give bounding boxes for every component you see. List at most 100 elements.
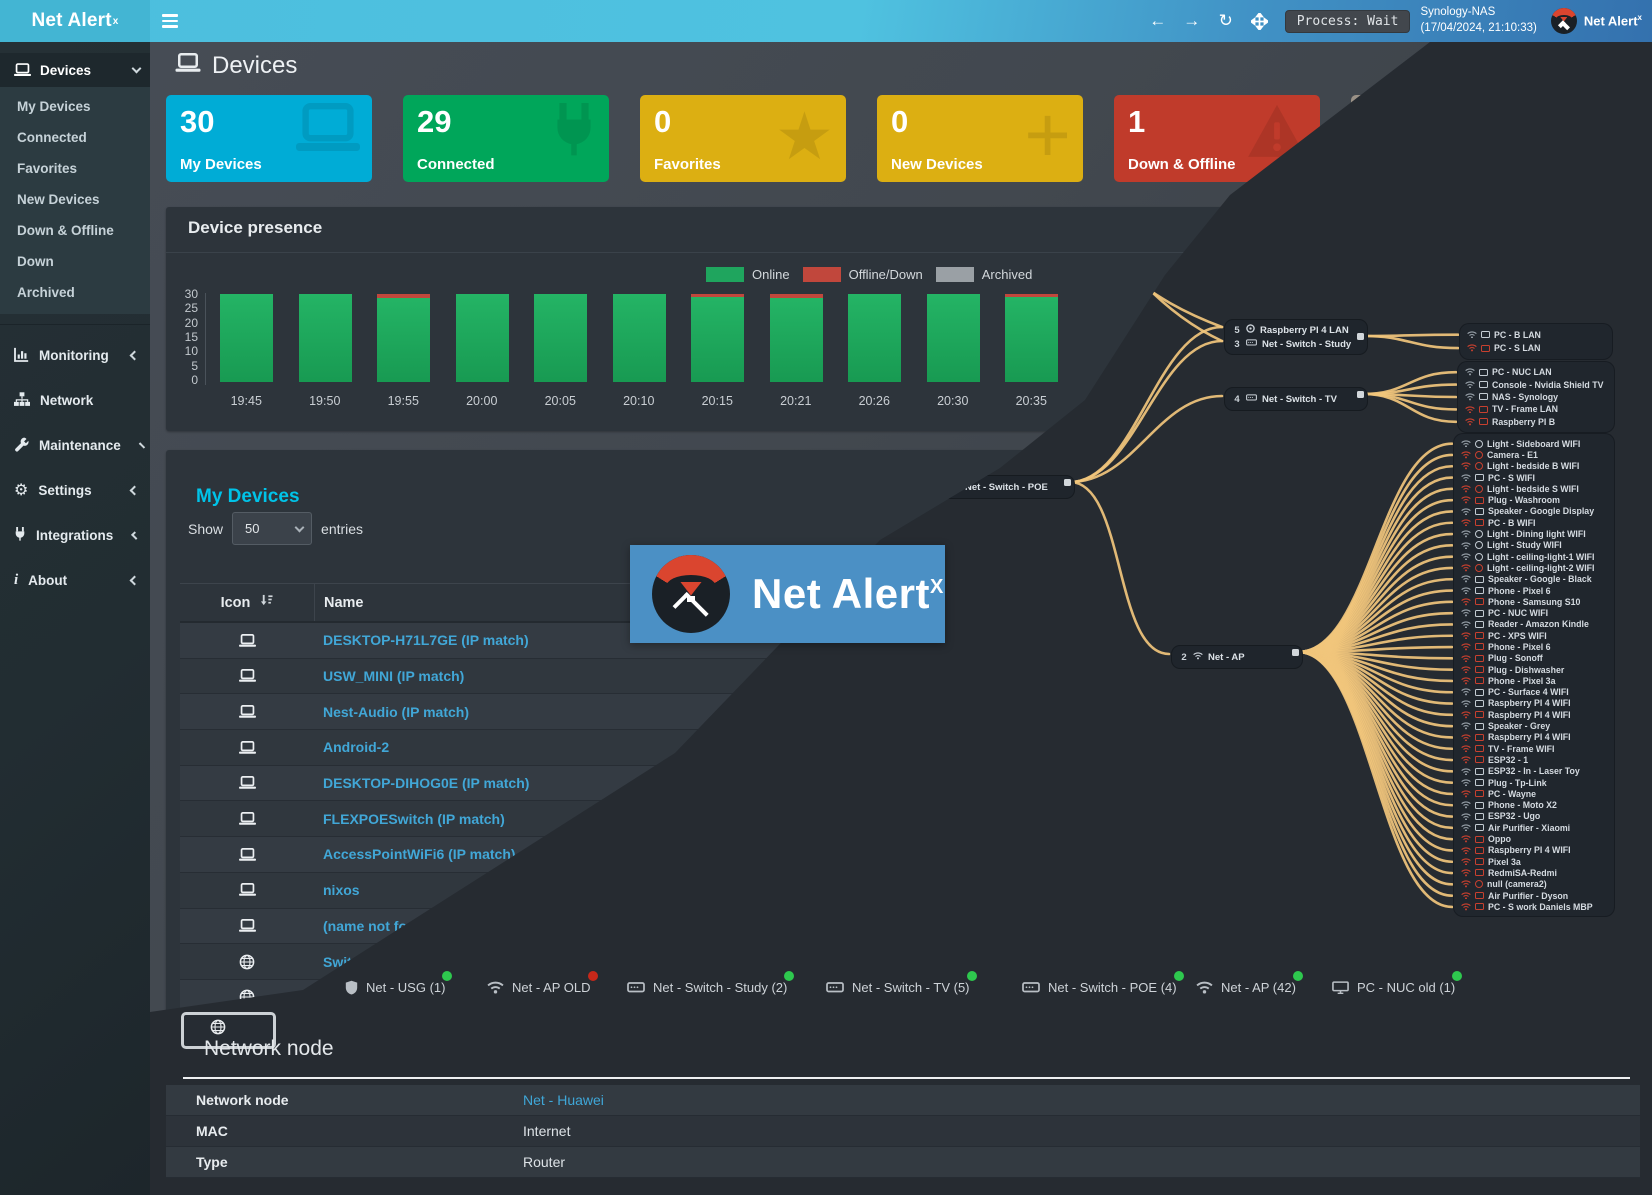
sort-icon[interactable] — [260, 594, 273, 611]
sidebar-item-my-devices[interactable]: My Devices — [17, 99, 91, 114]
hub-node-net-switch-study[interactable]: 5 Raspberry PI 4 LAN 3 Net - Switch - Study — [1225, 320, 1367, 354]
sidebar-item-new-devices[interactable]: New Devices — [17, 192, 100, 207]
device-node-esp32-in-laser-toy[interactable]: ESP32 - In - Laser Toy — [1461, 766, 1607, 777]
sidebar-item-about[interactable]: i About — [0, 558, 150, 603]
device-name-link[interactable]: nixos — [323, 882, 360, 899]
stat-tile-favorites[interactable]: 0 Favorites ★ — [640, 95, 846, 182]
entries-select[interactable]: 50 — [232, 512, 313, 545]
device-node-light-study-wifi[interactable]: Light - Study WIFI — [1461, 540, 1607, 551]
node-tab-net-switch-study-2[interactable]: Net - Switch - Study (2) — [627, 971, 795, 995]
presence-bar[interactable] — [220, 294, 273, 382]
device-node-esp32-ugo[interactable]: ESP32 - Ugo — [1461, 811, 1607, 822]
device-node-pc-nuc-wifi[interactable]: PC - NUC WIFI — [1461, 607, 1607, 618]
device-node-pixel-3a[interactable]: Pixel 3a — [1461, 856, 1607, 867]
user-menu[interactable]: Net Alertx — [1550, 8, 1642, 34]
move-icon[interactable] — [1243, 0, 1277, 42]
sidebar-item-maintenance[interactable]: Maintenance — [0, 423, 150, 468]
device-node-pc-s-work-daniels-mbp[interactable]: PC - S work Daniels MBP — [1461, 901, 1607, 912]
device-node-nas-synology[interactable]: NAS - Synology — [1465, 391, 1607, 403]
sidebar-item-connected[interactable]: Connected — [17, 130, 87, 145]
node-tab-net-switch-poe-4[interactable]: Net - Switch - POE (4) — [1022, 971, 1184, 995]
device-node-console-nvidia-shield-tv[interactable]: Console - Nvidia Shield TV — [1465, 378, 1607, 390]
device-node-air-purifier-dyson[interactable]: Air Purifier - Dyson — [1461, 890, 1607, 901]
forward-arrow-icon[interactable]: → — [1183, 11, 1201, 30]
stat-tile-new-devices[interactable]: 0 New Devices + — [877, 95, 1083, 182]
device-node-speaker-google-display[interactable]: Speaker - Google Display — [1461, 506, 1607, 517]
root-node-box[interactable] — [181, 1012, 276, 1049]
device-node-pc-surface-4-wifi[interactable]: PC - Surface 4 WIFI — [1461, 687, 1607, 698]
sidebar-item-archived[interactable]: Archived — [17, 285, 75, 300]
back-arrow-icon[interactable]: ← — [1149, 11, 1167, 30]
presence-bar[interactable] — [455, 294, 509, 382]
hamburger-icon[interactable] — [150, 0, 190, 42]
device-node-tv-frame-lan[interactable]: TV - Frame LAN — [1465, 403, 1607, 415]
device-name-link[interactable]: DESKTOP-DIHOG0E (IP match) — [323, 775, 530, 792]
device-node-pc-wayne[interactable]: PC - Wayne — [1461, 788, 1607, 799]
presence-bar[interactable] — [377, 294, 430, 382]
device-name-link[interactable]: FLEXPOESwitch (IP match) — [323, 810, 505, 827]
sidebar-item-settings[interactable]: ⚙ Settings — [0, 468, 150, 513]
device-node-reader-amazon-kindle[interactable]: Reader - Amazon Kindle — [1461, 619, 1607, 630]
device-node-oppo[interactable]: Oppo — [1461, 833, 1607, 844]
device-node-light-bedside-b-wifi[interactable]: Light - bedside B WIFI — [1461, 461, 1607, 472]
device-node-phone-pixel-6[interactable]: Phone - Pixel 6 — [1461, 641, 1607, 652]
node-tab-pc-nuc-old-1[interactable]: PC - NUC old (1) — [1332, 971, 1463, 995]
device-node-light-ceiling-light-2-wifi[interactable]: Light - ceiling-light-2 WIFI — [1461, 562, 1607, 573]
device-node-plug-sonoff[interactable]: Plug - Sonoff — [1461, 653, 1607, 664]
sidebar-item-devices[interactable]: Devices — [0, 53, 150, 87]
device-node-raspberry-pi-4-wifi[interactable]: Raspberry PI 4 WIFI — [1461, 698, 1607, 709]
brand-logo[interactable]: Net Alert x — [0, 0, 150, 42]
sidebar-item-down[interactable]: Down — [17, 254, 54, 269]
node-tab-net-usg-1[interactable]: Net - USG (1) — [345, 971, 453, 995]
device-node-speaker-google-black[interactable]: Speaker - Google - Black — [1461, 574, 1607, 585]
device-name-link[interactable]: Android-2 — [323, 739, 390, 756]
device-node-pc-nuc-lan[interactable]: PC - NUC LAN — [1465, 366, 1607, 378]
device-node-light-sideboard-wifi[interactable]: Light - Sideboard WIFI — [1461, 438, 1607, 449]
presence-bar[interactable] — [769, 294, 823, 382]
device-node-phone-samsung-s10[interactable]: Phone - Samsung S10 — [1461, 596, 1607, 607]
device-node-tv-frame-wifi[interactable]: TV - Frame WIFI — [1461, 743, 1607, 754]
device-node-pc-s-wifi[interactable]: PC - S WIFI — [1461, 472, 1607, 483]
sidebar-item-integrations[interactable]: Integrations — [0, 513, 150, 558]
device-node-plug-dishwasher[interactable]: Plug - Dishwasher — [1461, 664, 1607, 675]
sidebar-item-down-offline[interactable]: Down & Offline — [17, 223, 114, 238]
stat-tile-connected[interactable]: 29 Connected — [403, 95, 609, 182]
device-node-plug-washroom[interactable]: Plug - Washroom — [1461, 494, 1607, 505]
device-node-phone-pixel-3a[interactable]: Phone - Pixel 3a — [1461, 675, 1607, 686]
hub-node-net-switch-tv[interactable]: 4 Net - Switch - TV — [1225, 388, 1367, 410]
device-node-pc-s-lan[interactable]: PC - S LAN — [1467, 341, 1605, 354]
device-node-speaker-grey[interactable]: Speaker - Grey — [1461, 720, 1607, 731]
device-node-phone-pixel-6[interactable]: Phone - Pixel 6 — [1461, 585, 1607, 596]
device-node-light-ceiling-light-1-wifi[interactable]: Light - ceiling-light-1 WIFI — [1461, 551, 1607, 562]
presence-bar[interactable] — [1005, 294, 1058, 382]
sidebar-item-favorites[interactable]: Favorites — [17, 161, 78, 176]
device-node-plug-tp-link[interactable]: Plug - Tp-Link — [1461, 777, 1607, 788]
device-node-raspberry-pi-4-wifi[interactable]: Raspberry PI 4 WIFI — [1461, 732, 1607, 743]
presence-bar[interactable] — [926, 294, 980, 382]
sidebar-item-monitoring[interactable]: Monitoring — [0, 333, 150, 378]
presence-bar[interactable] — [612, 294, 666, 382]
device-node-light-bedside-s-wifi[interactable]: Light - bedside S WIFI — [1461, 483, 1607, 494]
device-name-link[interactable]: DESKTOP-H71L7GE (IP match) — [323, 632, 529, 649]
node-link[interactable]: Net - Huawei — [523, 1092, 604, 1108]
device-node-null-camera2[interactable]: null (camera2) — [1461, 879, 1607, 890]
sidebar-item-network[interactable]: Network — [0, 378, 150, 423]
device-name-link[interactable]: USW_MINI (IP match) — [323, 668, 465, 685]
device-node-raspberry-pi-4-wifi[interactable]: Raspberry PI 4 WIFI — [1461, 845, 1607, 856]
device-node-pc-xps-wifi[interactable]: PC - XPS WIFI — [1461, 630, 1607, 641]
device-node-redmisa-redmi[interactable]: RedmiSA-Redmi — [1461, 867, 1607, 878]
device-node-phone-moto-x2[interactable]: Phone - Moto X2 — [1461, 800, 1607, 811]
presence-bar[interactable] — [691, 294, 744, 382]
device-node-esp32-1[interactable]: ESP32 - 1 — [1461, 754, 1607, 765]
refresh-icon[interactable]: ↻ — [1218, 11, 1233, 30]
device-name-link[interactable]: Nest-Audio (IP match) — [323, 703, 469, 720]
device-node-raspberry-pi-4-wifi[interactable]: Raspberry PI 4 WIFI — [1461, 709, 1607, 720]
device-node-camera-e1[interactable]: Camera - E1 — [1461, 449, 1607, 460]
column-header-name[interactable]: Name — [314, 584, 364, 621]
node-tab-net-ap-old[interactable]: Net - AP OLD — [487, 971, 598, 995]
device-node-pc-b-wifi[interactable]: PC - B WIFI — [1461, 517, 1607, 528]
stat-tile-my-devices[interactable]: 30 My Devices — [166, 95, 372, 182]
device-node-raspberry-pi-b[interactable]: Raspberry PI B — [1465, 416, 1607, 428]
column-header-icon[interactable]: Icon — [180, 594, 314, 611]
presence-bar[interactable] — [298, 294, 352, 382]
